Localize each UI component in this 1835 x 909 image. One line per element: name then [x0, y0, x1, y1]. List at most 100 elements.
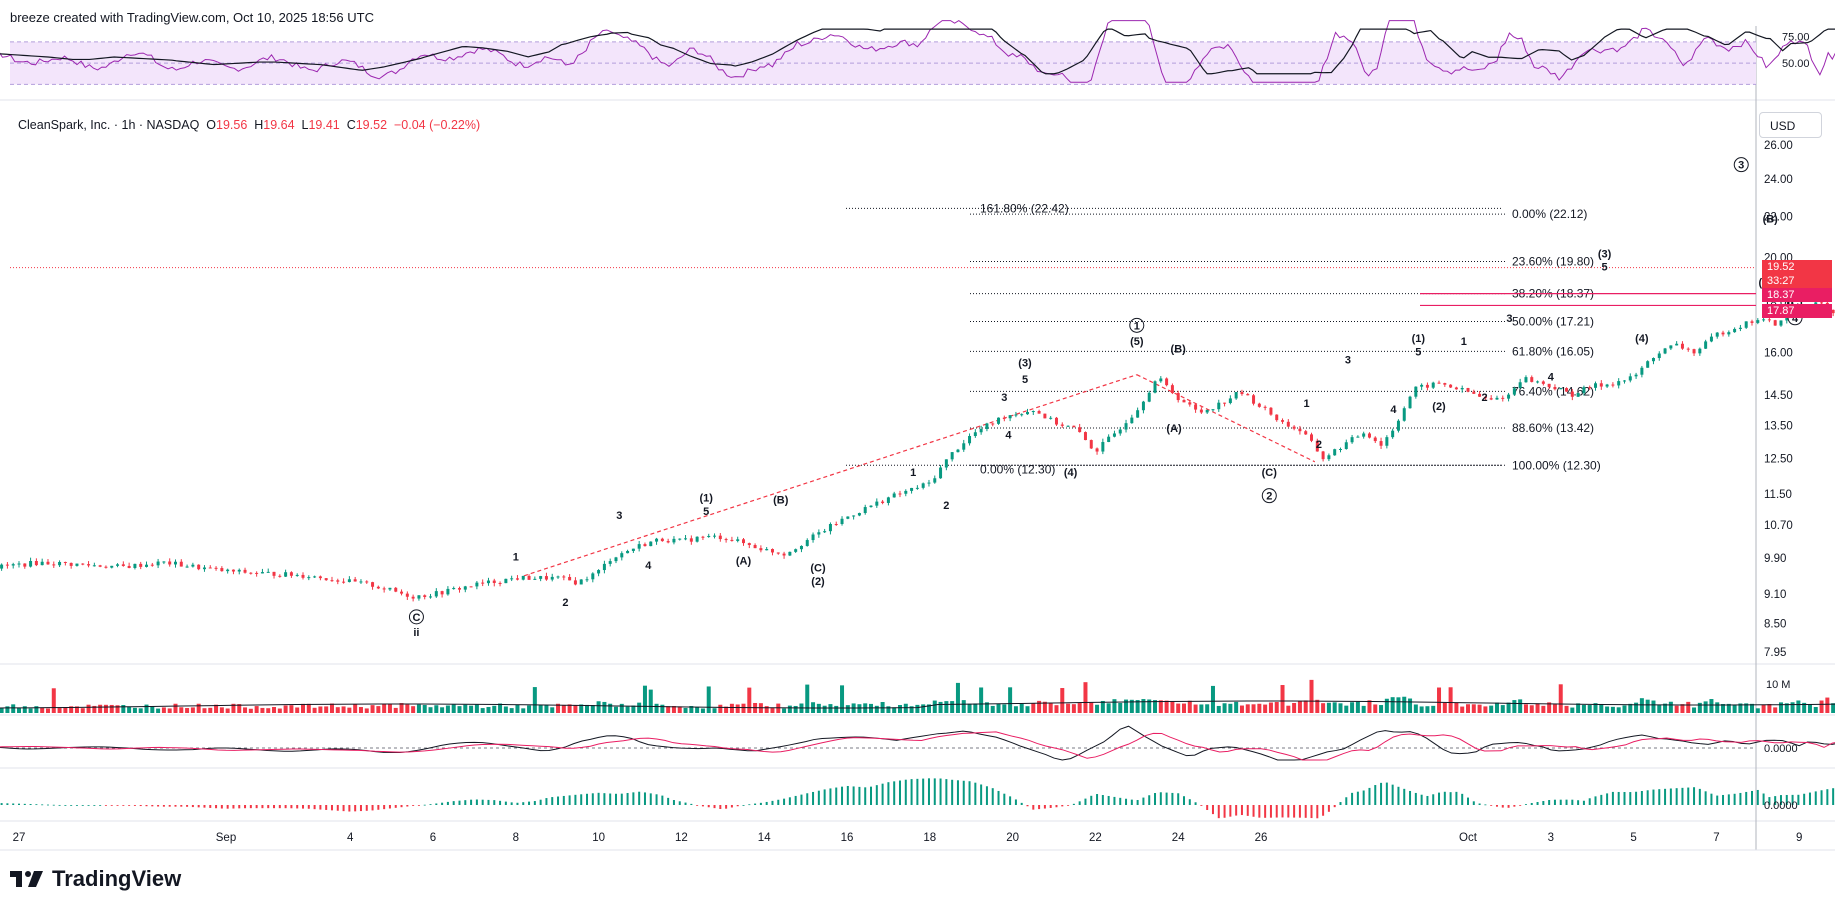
- histogram-bar: [672, 800, 675, 805]
- wave-label: (5): [1130, 336, 1144, 348]
- candle-body: [1634, 374, 1638, 377]
- volume-bar: [671, 706, 676, 713]
- volume-bar: [579, 704, 584, 713]
- histogram-bar: [267, 805, 270, 809]
- histogram-bar: [110, 805, 113, 806]
- volume-bar: [567, 704, 572, 713]
- histogram-bar: [1832, 788, 1835, 805]
- histogram-bar: [759, 802, 762, 805]
- histogram-bar: [1374, 785, 1377, 805]
- histogram-bar: [232, 805, 235, 809]
- candle-body: [1333, 449, 1337, 456]
- volume-bar: [984, 702, 989, 713]
- volume-bar: [1286, 705, 1291, 713]
- candle-body: [52, 564, 56, 566]
- histogram-bar: [701, 805, 704, 807]
- tradingview-logo[interactable]: TradingView: [10, 866, 181, 892]
- currency-selector[interactable]: USD: [1759, 112, 1822, 138]
- volume-bar: [1315, 699, 1320, 713]
- histogram-bar: [777, 799, 780, 805]
- volume-bar: [764, 706, 769, 713]
- histogram-bar: [1362, 790, 1365, 805]
- histogram-bar: [394, 805, 397, 808]
- candle-body: [486, 580, 490, 584]
- candle-body: [736, 539, 740, 541]
- wave-label: 1: [513, 551, 519, 563]
- time-axis-tick: 10: [592, 832, 605, 844]
- volume-bar: [1593, 703, 1598, 713]
- candle-body: [759, 548, 763, 551]
- volume-bar: [961, 700, 966, 713]
- histogram-bar: [290, 805, 293, 809]
- wave-trend-line: [523, 374, 1137, 577]
- volume-bar: [926, 704, 931, 713]
- candle-body: [1408, 396, 1412, 409]
- candle-body: [997, 417, 1001, 424]
- candle-body: [214, 567, 218, 569]
- histogram-bar: [46, 804, 49, 806]
- volume-bar: [1060, 688, 1065, 713]
- histogram-bar: [1339, 802, 1342, 805]
- histogram-bar: [638, 791, 641, 805]
- histogram-bar: [655, 794, 658, 805]
- candle-body: [799, 545, 803, 550]
- histogram-bar: [1084, 798, 1087, 805]
- candle-body: [498, 582, 502, 584]
- histogram-bar: [52, 804, 55, 806]
- candle-body: [1686, 348, 1690, 350]
- time-axis-tick: 5: [1630, 832, 1636, 844]
- histogram-bar: [1049, 805, 1052, 808]
- volume-bar: [1437, 687, 1442, 713]
- candle-body: [1820, 302, 1824, 304]
- candle-body: [1246, 394, 1250, 396]
- candle-body: [1118, 429, 1122, 434]
- histogram-bar: [962, 780, 965, 805]
- volume-bar: [1141, 699, 1146, 713]
- volume-bar: [613, 706, 618, 713]
- volume-bar: [208, 707, 213, 713]
- histogram-bar: [1385, 782, 1388, 805]
- volume-bar: [1454, 702, 1459, 713]
- candle-body: [1599, 383, 1603, 387]
- histogram-bar: [58, 804, 61, 806]
- wave-label: 1: [1461, 336, 1467, 348]
- volume-bar: [1077, 703, 1082, 713]
- candle-body: [1663, 348, 1667, 354]
- volume-bar: [967, 703, 972, 713]
- volume-bar: [312, 707, 317, 713]
- histogram-bar: [794, 795, 797, 805]
- candle-body: [1512, 388, 1516, 395]
- histogram-bar: [377, 805, 380, 810]
- wave-label: (A): [736, 556, 752, 568]
- histogram-bar: [1797, 794, 1800, 805]
- histogram-bar: [864, 787, 867, 805]
- histogram-bar: [545, 798, 548, 805]
- histogram-bar: [1559, 799, 1562, 805]
- wave-label: 2: [1266, 491, 1272, 503]
- candle-body: [237, 569, 241, 572]
- candle-body: [0, 564, 4, 569]
- candle-body: [255, 572, 259, 574]
- histogram-bar: [1484, 804, 1487, 806]
- volume-bar: [92, 705, 97, 713]
- volume-bar: [1367, 700, 1372, 713]
- candle-body: [1472, 391, 1476, 394]
- volume-bar: [1338, 703, 1343, 713]
- histogram-bar: [87, 805, 90, 806]
- volume-bar: [69, 706, 74, 713]
- histogram-bar: [771, 800, 774, 805]
- histogram-bar: [191, 805, 194, 808]
- candle-body: [1095, 448, 1099, 452]
- candle-body: [208, 567, 212, 569]
- candle-body: [1327, 455, 1331, 460]
- candle-body: [104, 566, 108, 568]
- histogram-bar: [551, 797, 554, 805]
- candle-body: [1536, 381, 1540, 383]
- volume-bar: [1193, 704, 1198, 713]
- candle-body: [330, 580, 334, 582]
- candle-body: [794, 549, 798, 552]
- volume-bar: [1547, 702, 1552, 713]
- candle-body: [1182, 400, 1186, 403]
- histogram-bar: [29, 804, 32, 805]
